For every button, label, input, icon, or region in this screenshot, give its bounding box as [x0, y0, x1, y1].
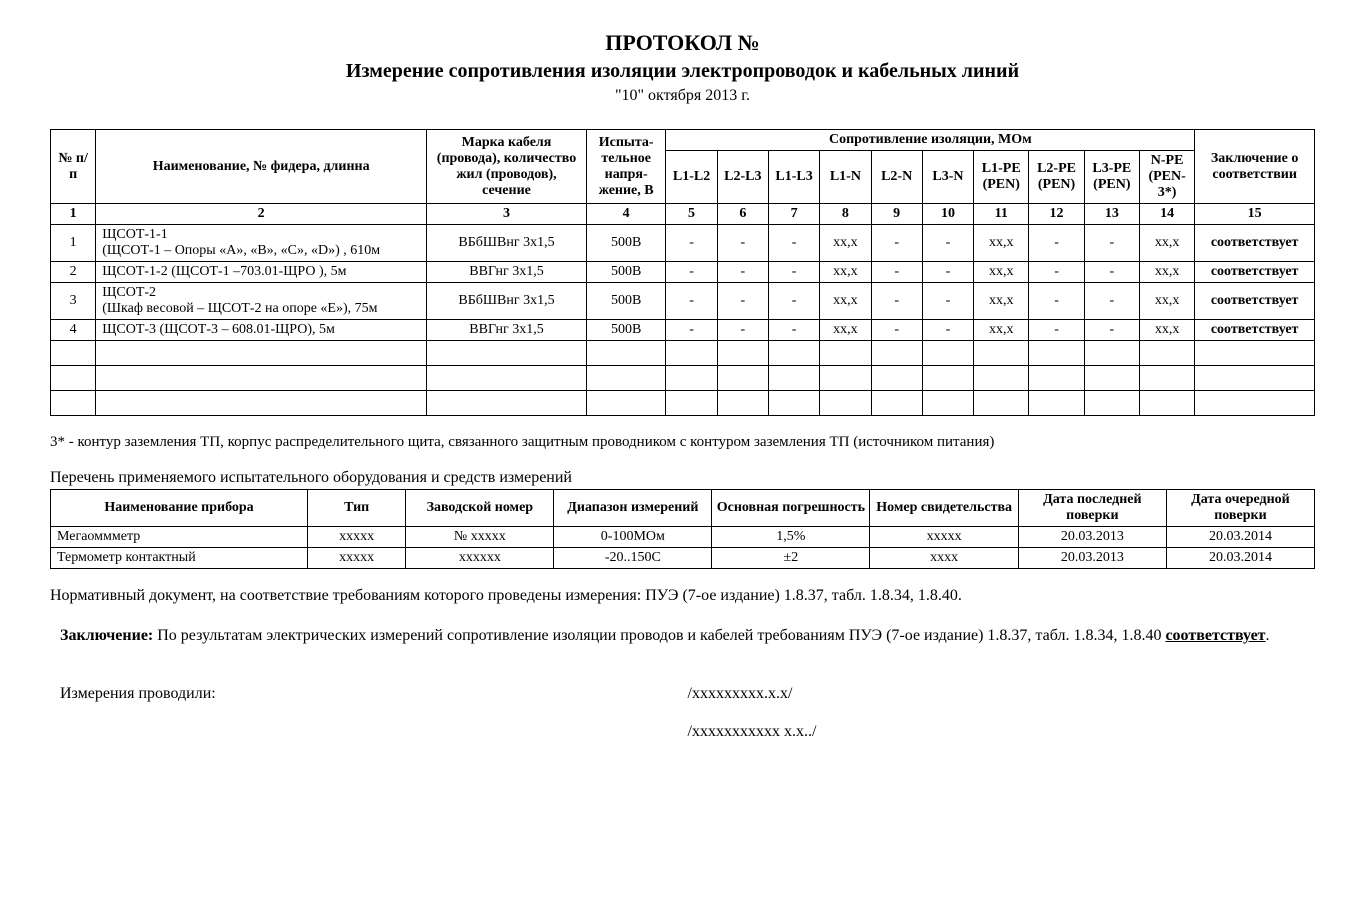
col-l3n: L3-N [922, 151, 973, 204]
col-num: № п/п [51, 130, 96, 204]
protocol-title: ПРОТОКОЛ № [50, 30, 1315, 56]
equip-title: Перечень применяемого испытательного обо… [50, 469, 1315, 487]
col-l2pe: L2-PE (PEN) [1029, 151, 1084, 204]
eq-col-range: Диапазон измерений [554, 490, 712, 527]
eq-col-serial: Заводской номер [406, 490, 554, 527]
col-npe: N-PE (PEN-3*) [1139, 151, 1194, 204]
protocol-subtitle: Измерение сопротивления изоляции электро… [50, 60, 1315, 83]
col-name: Наименование, № фидера, длинна [96, 130, 427, 204]
col-resist-group: Сопротивление изоляции, МОм [666, 130, 1195, 151]
sig-label: Измерения проводили: [50, 685, 688, 703]
table-row: 3ЩСОТ-2(Шкаф весовой – ЩСОТ-2 на опоре «… [51, 283, 1315, 320]
equip-row: Термометр контактныйххххххххххх-20..150С… [51, 548, 1315, 569]
equip-table: Наименование прибора Тип Заводской номер… [50, 489, 1315, 569]
col-l3pe: L3-PE (PEN) [1084, 151, 1139, 204]
col-concl: Заключение о соответствии [1195, 130, 1315, 204]
colnum-row: 1 2 3 4 5 6 7 8 9 10 11 12 13 14 15 [51, 204, 1315, 225]
conclusion-label: Заключение: [60, 627, 153, 644]
col-l1l3: L1-L3 [768, 151, 819, 204]
table-row: 1ЩСОТ-1-1(ЩСОТ-1 – Опоры «А», «В», «С», … [51, 225, 1315, 262]
table-row-empty [51, 391, 1315, 416]
normative-doc: Нормативный документ, на соответствие тр… [50, 587, 1315, 605]
table-row: 4ЩСОТ-3 (ЩСОТ-3 – 608.01-ЩРО), 5мВВГнг 3… [51, 320, 1315, 341]
eq-col-name: Наименование прибора [51, 490, 308, 527]
col-l1n: L1-N [820, 151, 871, 204]
conclusion-text: По результатам электрических измерений с… [153, 627, 1165, 644]
col-l2n: L2-N [871, 151, 922, 204]
table-row-empty [51, 366, 1315, 391]
eq-col-err: Основная погрешность [712, 490, 870, 527]
eq-col-last: Дата последней поверки [1018, 490, 1166, 527]
col-l1pe: L1-PE (PEN) [974, 151, 1029, 204]
table-row: 2ЩСОТ-1-2 (ЩСОТ-1 –703.01-ЩРО ), 5мВВГнг… [51, 262, 1315, 283]
conclusion-verdict: соответствует [1165, 627, 1265, 644]
conclusion: Заключение: По результатам электрических… [50, 627, 1315, 645]
col-l1l2: L1-L2 [666, 151, 717, 204]
footnote: 3* - контур заземления ТП, корпус распре… [50, 434, 1315, 451]
col-cable: Марка кабеля (провода), количество жил (… [427, 130, 587, 204]
sig-1: /ххххххххх.х.х/ [688, 685, 1316, 703]
table-row-empty [51, 341, 1315, 366]
eq-col-cert: Номер свидетельства [870, 490, 1018, 527]
equip-row: Мегаоммметрххххх№ ххххх0-100МОм1,5%ххххх… [51, 527, 1315, 548]
col-l2l3: L2-L3 [717, 151, 768, 204]
protocol-date: "10" октября 2013 г. [50, 87, 1315, 105]
sig-2: /ххххххххххх х.х../ [688, 723, 1316, 741]
main-table: № п/п Наименование, № фидера, длинна Мар… [50, 129, 1315, 416]
eq-col-next: Дата очередной поверки [1166, 490, 1314, 527]
eq-col-type: Тип [308, 490, 406, 527]
col-voltage: Испыта- тельное напря- жение, В [586, 130, 665, 204]
